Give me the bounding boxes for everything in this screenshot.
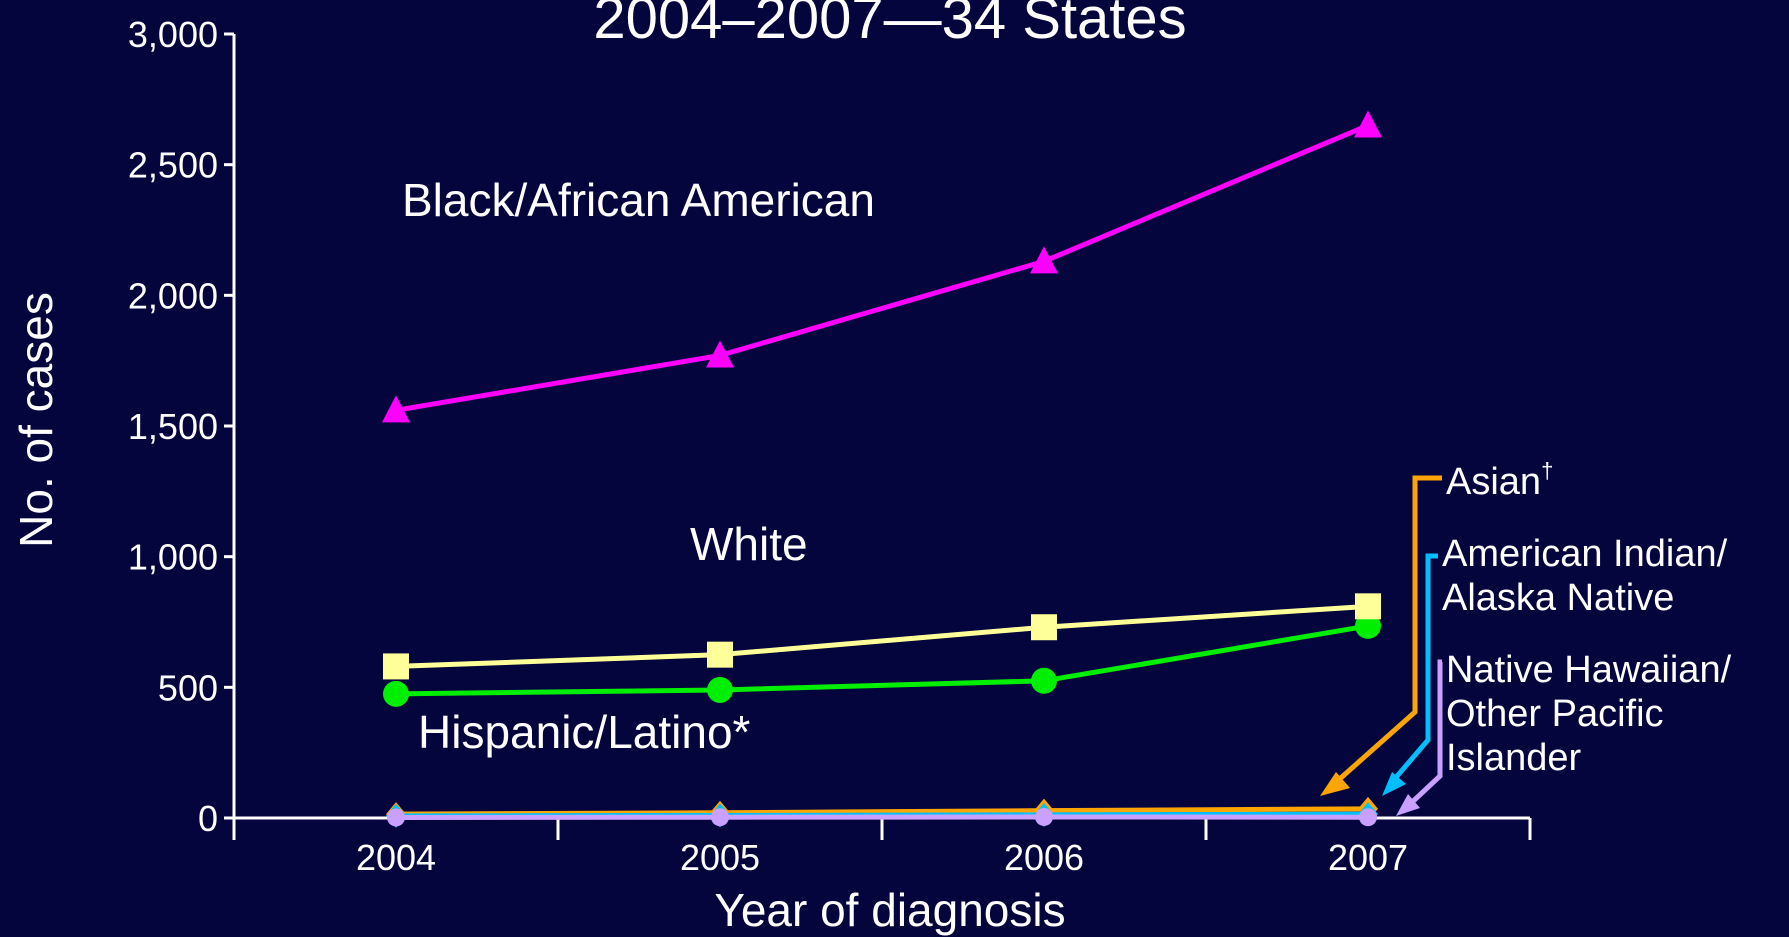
label-american-indian-line1: American Indian/ — [1442, 533, 1728, 575]
y-tick-label: 2,000 — [128, 275, 218, 316]
y-tick-label: 2,500 — [128, 145, 218, 186]
data-point-marker — [1359, 808, 1377, 827]
x-tick-label: 2004 — [356, 837, 436, 878]
callout-asian-line — [1332, 475, 1442, 786]
data-point-marker — [707, 641, 733, 668]
series-line — [395, 603, 1369, 669]
data-point-marker — [1031, 667, 1057, 694]
callout-american-indian-line — [1390, 553, 1438, 784]
callout-american-indian-arrowhead — [1382, 772, 1406, 796]
y-ticks: 0 500 1,000 1,500 2,000 2,500 3,000 — [128, 14, 234, 839]
data-point-marker — [382, 395, 410, 423]
data-point-marker — [383, 653, 409, 680]
chart-title: 2004–2007—34 States — [593, 0, 1186, 51]
data-point-marker — [1354, 110, 1382, 138]
data-point-marker — [711, 808, 729, 827]
series-line — [395, 814, 1369, 820]
label-black-african-american: Black/African American — [402, 174, 875, 226]
y-tick-label: 1,500 — [128, 406, 218, 447]
label-asian: Asian† — [1446, 458, 1553, 503]
y-tick-label: 0 — [198, 798, 218, 839]
data-point-marker — [387, 808, 405, 827]
y-axis-title: No. of cases — [10, 292, 62, 548]
label-native-hawaiian-line1: Native Hawaiian/ — [1446, 649, 1732, 691]
y-tick-label: 1,000 — [128, 537, 218, 578]
label-asian-dagger: † — [1541, 458, 1553, 483]
series-group — [387, 807, 1377, 827]
x-axis-title: Year of diagnosis — [714, 884, 1065, 936]
label-native-hawaiian-line2: Other Pacific — [1446, 693, 1664, 735]
series-group — [382, 110, 1382, 423]
label-white: White — [690, 518, 808, 570]
series-layer — [382, 110, 1382, 828]
data-point-marker — [707, 676, 733, 703]
series-group — [383, 612, 1381, 707]
callout-native-hawaiian-arrowhead — [1396, 794, 1420, 816]
x-tick-label: 2005 — [680, 837, 760, 878]
label-hispanic-latino: Hispanic/Latino* — [418, 706, 751, 758]
callout-native-hawaiian-line — [1406, 659, 1443, 808]
y-tick-label: 3,000 — [128, 14, 218, 55]
data-point-marker — [1035, 807, 1053, 826]
data-point-marker — [1030, 246, 1058, 274]
label-native-hawaiian: Native Hawaiian/ Other Pacific Islander — [1446, 649, 1742, 779]
label-asian-text: Asian — [1446, 461, 1541, 503]
axes — [232, 34, 1530, 820]
x-ticks: 2004 2005 2006 2007 — [232, 818, 1532, 878]
label-native-hawaiian-line3: Islander — [1446, 737, 1582, 779]
data-point-marker — [1031, 614, 1057, 641]
label-american-indian: American Indian/ Alaska Native — [1442, 533, 1738, 619]
data-point-marker — [706, 340, 734, 368]
data-point-marker — [1355, 612, 1381, 639]
series-line — [395, 123, 1369, 413]
x-tick-label: 2007 — [1328, 837, 1408, 878]
data-point-marker — [1355, 593, 1381, 620]
callout-asian-arrowhead — [1320, 772, 1350, 796]
series-group — [383, 593, 1381, 680]
data-point-marker — [383, 680, 409, 707]
series-line — [395, 623, 1369, 697]
y-tick-label: 500 — [158, 667, 218, 708]
label-american-indian-line2: Alaska Native — [1442, 577, 1674, 619]
x-tick-label: 2006 — [1004, 837, 1084, 878]
